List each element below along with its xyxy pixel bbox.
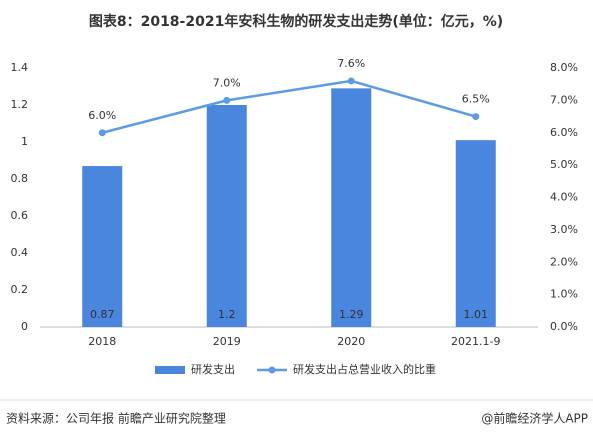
y2-tick-label: 1.0% <box>550 288 578 301</box>
bar <box>82 166 123 327</box>
y-tick-label: 0.8 <box>11 172 29 185</box>
bar <box>331 88 372 327</box>
legend-label: 研发支出占总营业收入的比重 <box>293 362 436 376</box>
legend-label: 研发支出 <box>191 362 235 376</box>
y2-tick-label: 7.0% <box>550 93 578 106</box>
y2-tick-label: 8.0% <box>550 61 578 74</box>
x-tick-label: 2020 <box>337 335 365 348</box>
credit: @前瞻经济学人APP <box>481 411 588 426</box>
x-tick-label: 2019 <box>213 335 241 348</box>
y2-tick-label: 2.0% <box>550 255 578 268</box>
x-tick-label: 2018 <box>88 335 116 348</box>
line-value-label: 7.6% <box>337 57 365 70</box>
line-point <box>472 113 480 121</box>
line-value-label: 6.5% <box>462 93 490 106</box>
line <box>101 79 477 134</box>
x-tick-label: 2021.1-9 <box>451 335 500 348</box>
line-point <box>347 77 355 85</box>
y-tick-label: 0.4 <box>11 246 29 259</box>
legend-swatch-point <box>268 366 276 374</box>
y-tick-label: 1.4 <box>11 61 29 74</box>
y2-tick-label: 4.0% <box>550 191 578 204</box>
y2-tick-label: 3.0% <box>550 223 578 236</box>
chart-title: 图表8：2018-2021年安科生物的研发支出走势(单位：亿元，%) <box>89 13 503 30</box>
bar-value-label: 1.2 <box>218 308 236 321</box>
y-tick-label: 1.2 <box>11 98 29 111</box>
y-tick-label: 1 <box>21 135 28 148</box>
legend-swatch <box>155 366 185 374</box>
line-value-label: 6.0% <box>88 109 116 122</box>
y2-tick-label: 5.0% <box>550 158 578 171</box>
y2-tick-label: 0.0% <box>550 320 578 333</box>
y-tick-label: 0.2 <box>11 283 29 296</box>
y-tick-label: 0 <box>21 320 28 333</box>
bar <box>206 105 247 327</box>
line-point <box>98 129 106 137</box>
bar-value-label: 0.87 <box>90 308 115 321</box>
bar-value-label: 1.29 <box>339 308 364 321</box>
line-value-label: 7.0% <box>213 76 241 89</box>
bar-value-label: 1.01 <box>464 308 489 321</box>
bar <box>455 140 496 327</box>
y-tick-label: 0.6 <box>11 209 29 222</box>
source: 资料来源：公司年报 前瞻产业研究院整理 <box>6 411 226 426</box>
line-point <box>223 96 231 104</box>
y2-tick-label: 6.0% <box>550 126 578 139</box>
